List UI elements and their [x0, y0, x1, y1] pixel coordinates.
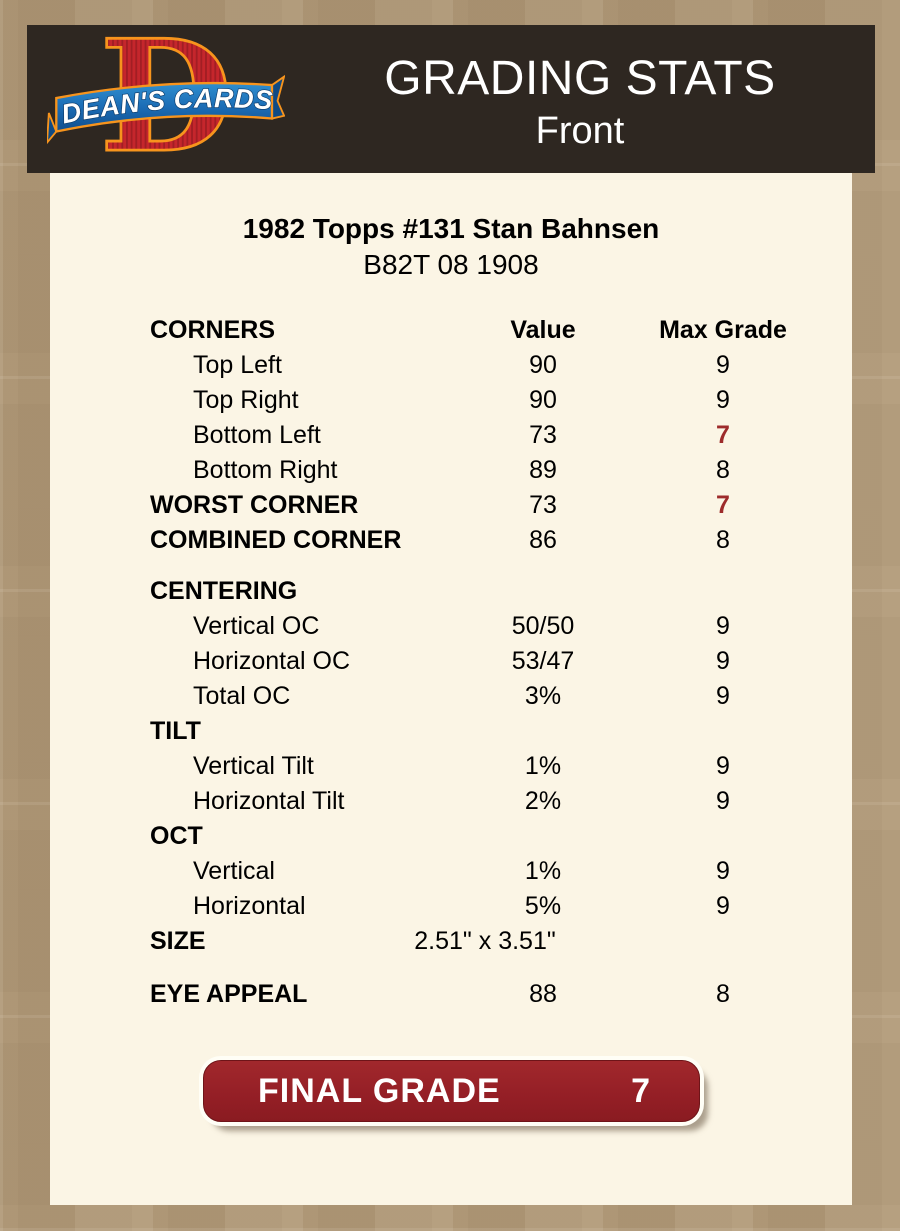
row-size: SIZE 2.51" x 3.51"	[50, 924, 852, 959]
row-bottom-right: Bottom Right 89 8	[50, 453, 852, 488]
deans-cards-logo-graphic: D DEAN'S CARDS	[45, 6, 286, 189]
row-horizontal-tilt: Horizontal Tilt 2% 9	[50, 784, 852, 819]
page-title: GRADING STATS	[384, 52, 776, 105]
table-header-row: CORNERS Value Max Grade	[50, 313, 852, 348]
row-label: EYE APPEAL	[150, 980, 308, 1008]
row-value: 88	[529, 980, 557, 1008]
section-label: CENTERING	[150, 577, 298, 605]
row-label: Horizontal Tilt	[193, 787, 345, 815]
row-value: 53/47	[511, 647, 575, 675]
row-label: COMBINED CORNER	[150, 526, 402, 554]
final-grade-label: FINAL GRADE	[258, 1071, 501, 1110]
row-label: Top Right	[193, 386, 299, 414]
row-value: 50/50	[511, 612, 575, 640]
row-worst-corner: WORST CORNER 73 7	[50, 488, 852, 523]
row-oct-horizontal: Horizontal 5% 9	[50, 889, 852, 924]
row-max-grade: 7	[716, 421, 730, 449]
row-oct-vertical: Vertical 1% 9	[50, 854, 852, 889]
final-grade-value: 7	[631, 1071, 651, 1110]
row-value: 90	[529, 351, 557, 379]
row-top-right: Top Right 90 9	[50, 383, 852, 418]
section-label: TILT	[150, 717, 201, 745]
row-value: 1%	[524, 857, 562, 885]
row-max-grade: 9	[716, 351, 730, 379]
row-value: 73	[529, 491, 557, 519]
stats-table: CORNERS Value Max Grade Top Left 90 9 To…	[50, 313, 852, 1012]
row-max-grade: 9	[716, 787, 730, 815]
stats-panel: 1982 Topps #131 Stan Bahnsen B82T 08 190…	[50, 173, 852, 1205]
row-bottom-left: Bottom Left 73 7	[50, 418, 852, 453]
row-max-grade: 9	[716, 612, 730, 640]
row-label: Vertical OC	[193, 612, 320, 640]
column-header-max-grade: Max Grade	[659, 316, 787, 344]
row-label: Bottom Left	[193, 421, 321, 449]
row-max-grade: 8	[716, 980, 730, 1008]
row-combined-corner: COMBINED CORNER 86 8	[50, 523, 852, 558]
row-label: Horizontal OC	[193, 647, 350, 675]
section-oct: OCT	[50, 819, 852, 854]
row-label: WORST CORNER	[150, 491, 359, 519]
row-vertical-oc: Vertical OC 50/50 9	[50, 609, 852, 644]
row-value: 5%	[524, 892, 562, 920]
deans-cards-logo: D DEAN'S CARDS	[45, 6, 286, 189]
row-horizontal-oc: Horizontal OC 53/47 9	[50, 644, 852, 679]
row-value: 1%	[524, 752, 562, 780]
row-top-left: Top Left 90 9	[50, 348, 852, 383]
final-grade-button: FINAL GRADE 7	[203, 1060, 700, 1122]
row-label: Vertical Tilt	[193, 752, 314, 780]
row-max-grade: 9	[716, 752, 730, 780]
row-max-grade: 9	[716, 647, 730, 675]
row-value: 2%	[524, 787, 562, 815]
row-total-oc: Total OC 3% 9	[50, 679, 852, 714]
page-subtitle: Front	[535, 110, 625, 152]
card-code: B82T 08 1908	[363, 249, 539, 280]
row-label: SIZE	[150, 927, 206, 955]
row-max-grade: 8	[716, 456, 730, 484]
row-max-grade: 8	[716, 526, 730, 554]
header-bar: D DEAN'S CARDS GRADING STATS Front	[27, 6, 875, 189]
header-titles: GRADING STATS Front	[285, 43, 875, 155]
row-max-grade: 9	[716, 682, 730, 710]
row-label: Vertical	[193, 857, 275, 885]
section-tilt: TILT	[50, 714, 852, 749]
section-centering: CENTERING	[50, 574, 852, 609]
row-vertical-tilt: Vertical Tilt 1% 9	[50, 749, 852, 784]
row-value: 90	[529, 386, 557, 414]
card-title: 1982 Topps #131 Stan Bahnsen	[242, 213, 660, 244]
row-label: Top Left	[193, 351, 282, 379]
row-max-grade: 9	[716, 857, 730, 885]
row-label: Bottom Right	[193, 456, 338, 484]
row-eye-appeal: EYE APPEAL 88 8	[50, 977, 852, 1012]
row-max-grade: 9	[716, 386, 730, 414]
row-value: 2.51" x 3.51"	[414, 927, 556, 955]
row-max-grade: 9	[716, 892, 730, 920]
column-header-value: Value	[510, 316, 576, 344]
row-label: Horizontal	[193, 892, 306, 920]
row-value: 86	[529, 526, 557, 554]
section-label-corners: CORNERS	[150, 316, 276, 344]
row-value: 3%	[524, 682, 562, 710]
row-label: Total OC	[193, 682, 291, 710]
row-max-grade: 7	[716, 491, 730, 519]
section-label: OCT	[150, 822, 203, 850]
row-value: 73	[529, 421, 557, 449]
row-value: 89	[529, 456, 557, 484]
